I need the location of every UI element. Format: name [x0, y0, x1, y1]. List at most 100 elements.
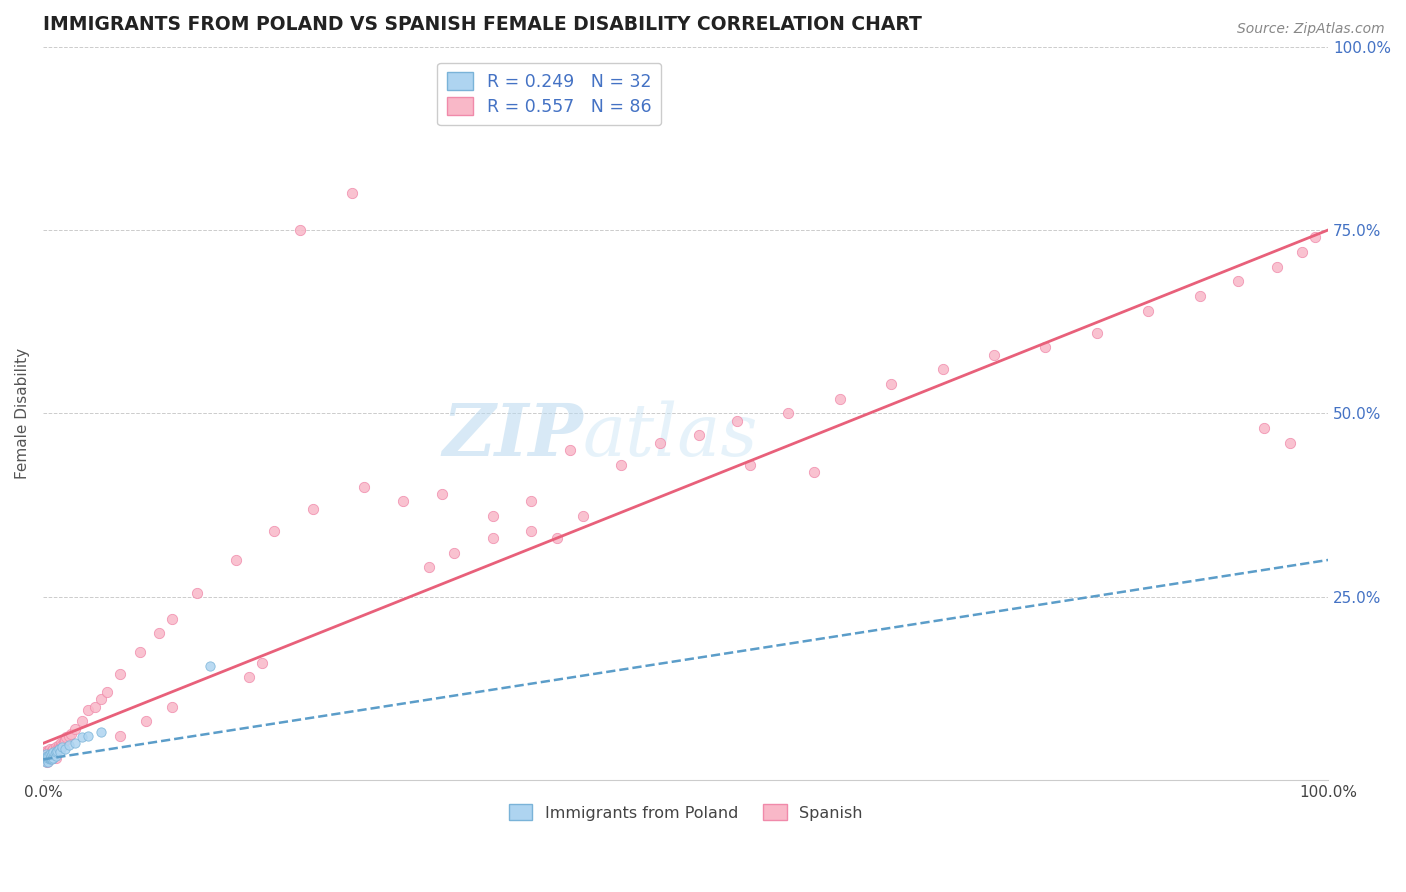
- Point: [225, 553, 247, 567]
- Point: [1035, 340, 1057, 354]
- Point: [482, 531, 505, 545]
- Point: [35, 749, 58, 764]
- Point: [38, 751, 60, 765]
- Point: [546, 531, 568, 545]
- Point: [34, 747, 56, 762]
- Point: [41, 752, 63, 766]
- Point: [39, 751, 62, 765]
- Point: [520, 494, 543, 508]
- Point: [160, 699, 183, 714]
- Point: [35, 744, 58, 758]
- Point: [610, 458, 633, 472]
- Point: [1085, 326, 1108, 340]
- Point: [725, 414, 748, 428]
- Point: [983, 348, 1005, 362]
- Text: atlas: atlas: [583, 400, 758, 471]
- Point: [688, 428, 710, 442]
- Point: [263, 524, 285, 538]
- Point: [520, 524, 543, 538]
- Point: [200, 659, 222, 673]
- Point: [1278, 435, 1301, 450]
- Point: [1303, 230, 1326, 244]
- Point: [39, 751, 62, 765]
- Point: [77, 729, 100, 743]
- Point: [1227, 274, 1250, 288]
- Point: [60, 727, 83, 741]
- Point: [1265, 260, 1288, 274]
- Point: [35, 752, 58, 766]
- Point: [41, 749, 63, 764]
- Point: [96, 685, 118, 699]
- Point: [38, 752, 60, 766]
- Point: [42, 742, 65, 756]
- Point: [49, 745, 72, 759]
- Point: [55, 731, 77, 745]
- Point: [34, 751, 56, 765]
- Point: [51, 738, 73, 752]
- Point: [778, 406, 800, 420]
- Point: [135, 714, 157, 729]
- Point: [931, 362, 953, 376]
- Point: [65, 736, 87, 750]
- Point: [37, 755, 59, 769]
- Point: [238, 670, 260, 684]
- Point: [38, 747, 60, 762]
- Point: [42, 745, 65, 759]
- Point: [1188, 289, 1211, 303]
- Point: [45, 751, 67, 765]
- Point: [46, 744, 69, 758]
- Point: [44, 747, 66, 762]
- Point: [648, 435, 671, 450]
- Point: [52, 735, 75, 749]
- Point: [77, 703, 100, 717]
- Point: [35, 749, 58, 764]
- Text: IMMIGRANTS FROM POLAND VS SPANISH FEMALE DISABILITY CORRELATION CHART: IMMIGRANTS FROM POLAND VS SPANISH FEMALE…: [44, 15, 922, 34]
- Point: [340, 186, 363, 201]
- Point: [1291, 244, 1313, 259]
- Legend: Immigrants from Poland, Spanish: Immigrants from Poland, Spanish: [502, 798, 869, 827]
- Point: [39, 745, 62, 759]
- Point: [49, 739, 72, 754]
- Point: [37, 751, 59, 765]
- Point: [558, 442, 581, 457]
- Point: [160, 612, 183, 626]
- Point: [128, 645, 150, 659]
- Point: [148, 626, 170, 640]
- Point: [41, 744, 63, 758]
- Point: [482, 508, 505, 523]
- Point: [35, 755, 58, 769]
- Point: [46, 742, 69, 756]
- Point: [44, 745, 66, 759]
- Point: [58, 738, 80, 752]
- Point: [803, 465, 825, 479]
- Point: [42, 747, 65, 762]
- Point: [35, 745, 58, 759]
- Point: [35, 755, 58, 769]
- Point: [443, 546, 465, 560]
- Point: [418, 560, 440, 574]
- Point: [70, 731, 93, 745]
- Point: [250, 656, 273, 670]
- Point: [1253, 421, 1275, 435]
- Point: [37, 748, 59, 763]
- Text: Source: ZipAtlas.com: Source: ZipAtlas.com: [1237, 22, 1385, 37]
- Point: [38, 752, 60, 766]
- Point: [65, 722, 87, 736]
- Point: [880, 376, 903, 391]
- Point: [110, 729, 132, 743]
- Point: [48, 742, 70, 756]
- Point: [41, 747, 63, 762]
- Point: [90, 725, 112, 739]
- Point: [45, 739, 67, 754]
- Point: [35, 752, 58, 766]
- Point: [38, 742, 60, 756]
- Point: [290, 223, 312, 237]
- Point: [35, 751, 58, 765]
- Point: [430, 487, 453, 501]
- Point: [37, 751, 59, 765]
- Point: [186, 586, 208, 600]
- Point: [110, 666, 132, 681]
- Point: [1137, 303, 1160, 318]
- Point: [48, 738, 70, 752]
- Point: [35, 747, 58, 762]
